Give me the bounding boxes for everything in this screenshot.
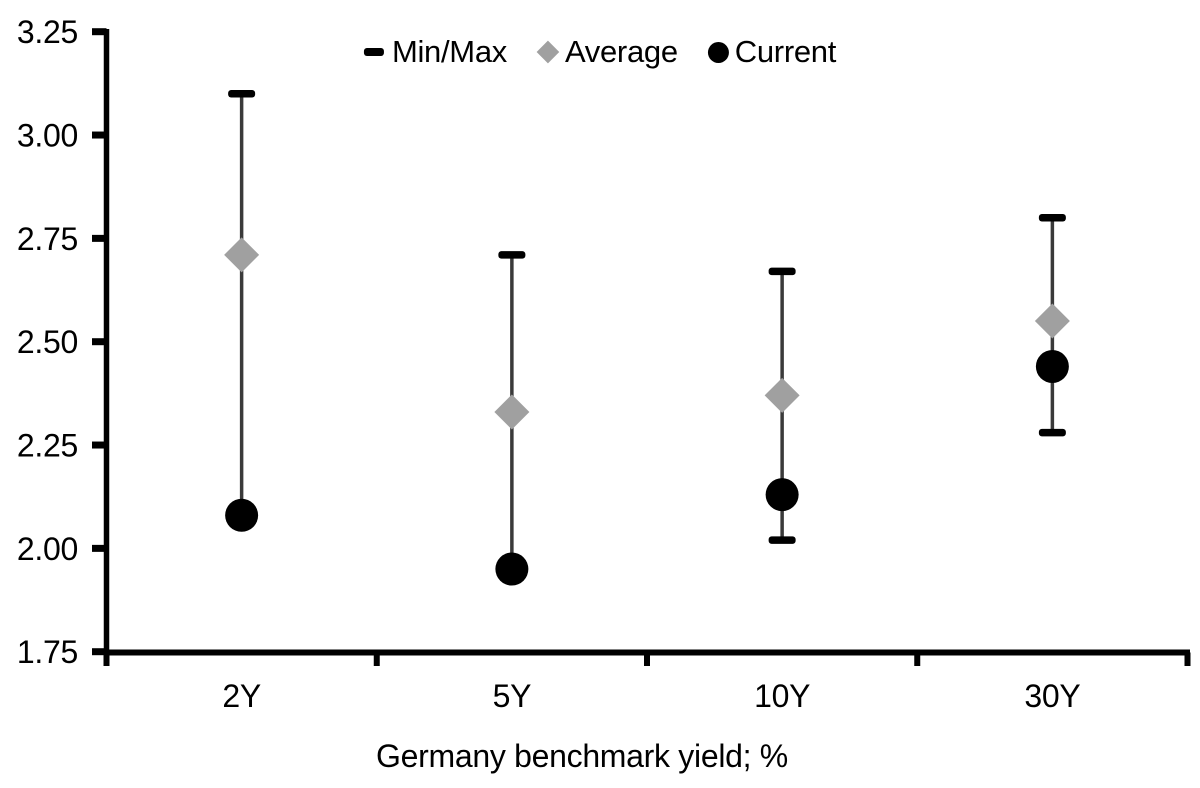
average-marker (1034, 303, 1070, 339)
chart-legend: Min/Max Average Current (363, 34, 837, 70)
legend-item-current: Current (707, 34, 837, 70)
legend-label-minmax: Min/Max (391, 34, 507, 69)
range-cap-max (768, 267, 796, 276)
y-tick-label: 1.75 (17, 634, 78, 670)
x-category-label: 10Y (754, 678, 810, 714)
legend-label-current: Current (734, 34, 837, 69)
current-marker (495, 552, 529, 586)
legend-item-minmax: Min/Max (363, 34, 507, 70)
current-marker (225, 498, 259, 532)
range-cap-max (228, 89, 256, 98)
range-cap-max (1038, 213, 1066, 222)
x-category-label: 30Y (1024, 678, 1080, 714)
y-tick-label: 2.25 (17, 428, 78, 464)
minmax-dash-icon (363, 48, 384, 56)
y-tick-label: 2.75 (17, 221, 78, 257)
legend-item-average: Average (536, 34, 678, 70)
current-marker (1035, 350, 1069, 383)
range-cap-min (768, 536, 796, 544)
current-circle-icon (707, 41, 729, 63)
y-tick-label: 3.00 (17, 118, 78, 154)
legend-label-average: Average (564, 34, 678, 69)
range-cap-max (498, 251, 526, 259)
y-tick-label: 2.00 (17, 531, 78, 567)
average-marker (224, 237, 260, 273)
y-tick-label: 2.50 (17, 324, 78, 360)
average-marker (764, 377, 800, 413)
range-cap-min (1038, 428, 1066, 437)
average-diamond-icon (536, 40, 560, 64)
x-category-label: 5Y (493, 678, 532, 714)
x-category-label: 2Y (222, 678, 261, 714)
x-axis-title: Germany benchmark yield; % (376, 738, 788, 774)
average-marker (494, 394, 530, 430)
current-marker (765, 478, 799, 512)
y-tick-label: 3.25 (17, 14, 78, 50)
